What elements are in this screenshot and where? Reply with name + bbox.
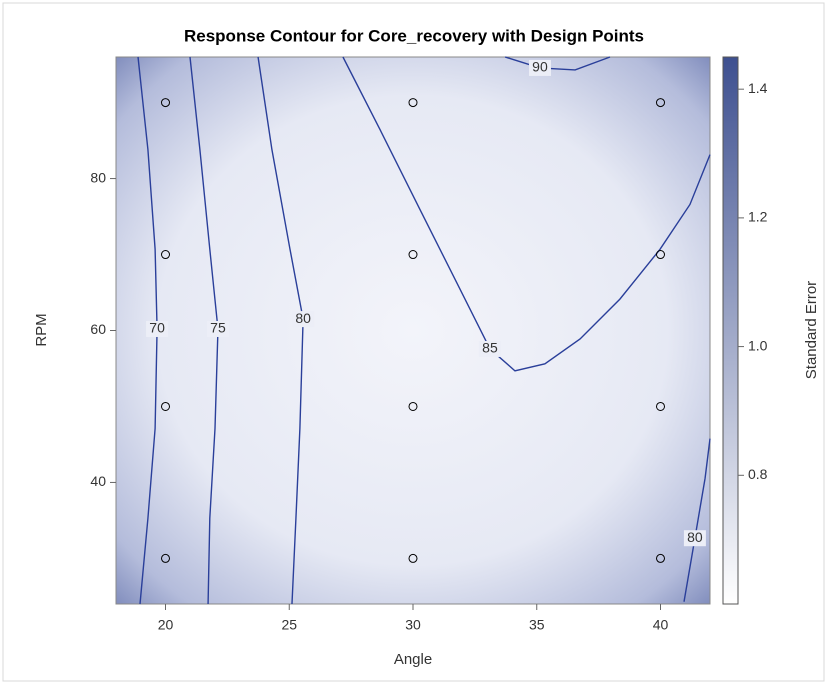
design-point <box>161 401 170 411</box>
y-tick-label: 40 <box>90 473 106 489</box>
contour-line <box>504 56 611 71</box>
contour-label-bg <box>146 320 169 337</box>
y-axis-label: RPM <box>33 313 50 346</box>
colorbar-tick-label: 1.0 <box>748 337 768 353</box>
contour-label-bg <box>528 59 551 76</box>
contour-line <box>683 438 711 602</box>
contour-label-bg <box>206 320 229 337</box>
colorbar-label: Standard Error <box>803 281 820 379</box>
contour-label-bg <box>478 340 501 357</box>
y-tick-label: 80 <box>90 169 106 185</box>
colorbar-tick-label: 1.2 <box>748 209 768 225</box>
design-point <box>656 553 665 563</box>
contour-label: 90 <box>532 59 548 75</box>
contour-label: 70 <box>149 320 165 336</box>
contour-label: 75 <box>210 320 226 336</box>
colorbar-tick-label: 1.4 <box>748 80 768 96</box>
x-axis-label: Angle <box>394 651 432 668</box>
design-point <box>408 250 418 260</box>
contour-label: 85 <box>482 340 498 356</box>
colorbar-tick-label: 0.8 <box>748 466 768 482</box>
x-tick-label: 30 <box>405 617 421 633</box>
contour-label-bg <box>292 311 315 328</box>
surface <box>116 57 710 604</box>
design-point <box>161 553 170 563</box>
x-tick-label: 20 <box>158 617 174 633</box>
y-tick-label: 60 <box>90 321 106 337</box>
contour-label: 80 <box>687 529 703 545</box>
design-point <box>408 553 418 563</box>
design-point <box>656 401 665 411</box>
design-point <box>161 98 170 108</box>
design-point <box>408 98 418 108</box>
colorbar <box>722 56 739 605</box>
design-point <box>161 250 170 260</box>
x-tick-label: 35 <box>529 617 545 633</box>
x-tick-label: 40 <box>653 617 669 633</box>
design-point <box>656 250 665 260</box>
contour-line <box>342 56 711 372</box>
x-tick-label: 25 <box>281 617 297 633</box>
chart-title: Response Contour for Core_recovery with … <box>184 26 644 45</box>
design-point <box>408 401 418 411</box>
design-point <box>656 98 665 108</box>
contour-label-bg <box>683 530 706 547</box>
contour-label: 80 <box>295 310 311 326</box>
